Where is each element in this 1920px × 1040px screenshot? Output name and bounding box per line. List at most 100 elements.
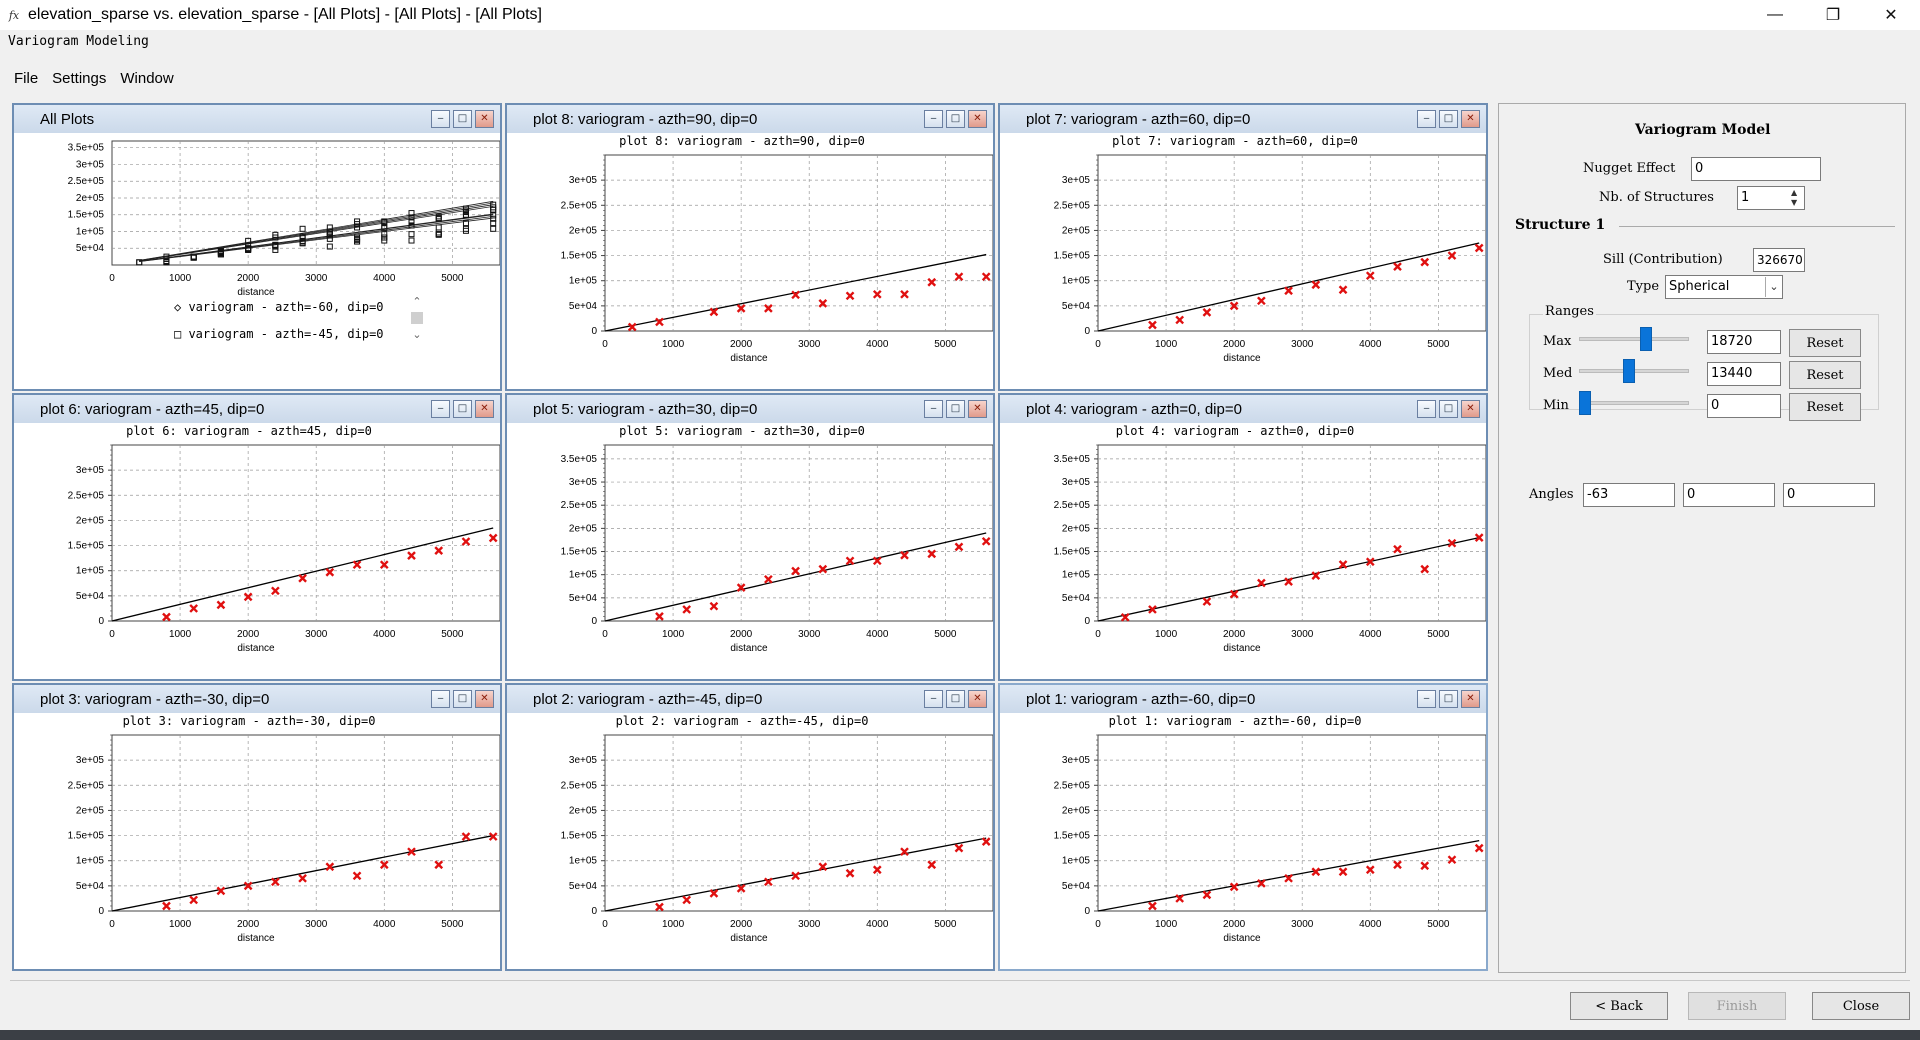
min-slider[interactable]	[1579, 401, 1689, 405]
x-tick-label: 3000	[1291, 339, 1314, 350]
minimize-panel-icon[interactable]: ‒	[1417, 690, 1436, 708]
sill-input[interactable]: 326670	[1753, 248, 1805, 272]
maximize-panel-icon[interactable]: □	[1439, 400, 1458, 418]
max-reset-button[interactable]: Reset	[1789, 329, 1861, 357]
restore-icon[interactable]: ❐	[1825, 7, 1841, 24]
x-tick-label: 1000	[662, 919, 685, 930]
minimize-panel-icon[interactable]: ‒	[1417, 400, 1436, 418]
med-slider-thumb[interactable]	[1623, 359, 1636, 383]
menu-window[interactable]: Window	[120, 70, 174, 87]
min-reset-button[interactable]: Reset	[1789, 393, 1861, 421]
minimize-icon[interactable]: —	[1767, 6, 1783, 23]
panel-header: All Plots ‒ □ ✕	[14, 105, 500, 133]
y-tick-label: 1e+05	[76, 856, 105, 867]
maximize-panel-icon[interactable]: □	[946, 110, 965, 128]
panel-header: plot 7: variogram - azth=60, dip=0 ‒ □ ✕	[1000, 105, 1486, 133]
menu-file[interactable]: File	[14, 70, 39, 87]
max-label: Max	[1543, 334, 1572, 349]
experimental-point	[791, 566, 800, 576]
plot1-panel[interactable]: plot 1: variogram - azth=-60, dip=0 ‒ □ ✕ pl…	[998, 683, 1488, 971]
back-button[interactable]: < Back	[1570, 992, 1668, 1020]
min-range-input[interactable]: 0	[1707, 394, 1781, 418]
x-tick-label: 3000	[1291, 919, 1314, 930]
max-slider[interactable]	[1579, 337, 1689, 341]
type-select[interactable]: Spherical	[1665, 275, 1783, 299]
close-window-icon[interactable]: ✕	[1884, 7, 1898, 24]
experimental-point	[954, 272, 964, 282]
plot-frame	[604, 154, 993, 332]
minimize-panel-icon[interactable]: ‒	[924, 400, 943, 418]
x-tick-label: 4000	[866, 339, 889, 350]
plot4-chart: plot 4: variogram - azth=0, dip=0 0 1000 20…	[1054, 424, 1486, 654]
angle1-input[interactable]: -63	[1583, 483, 1675, 507]
scroll-thumb[interactable]	[411, 312, 423, 324]
close-panel-icon[interactable]: ✕	[475, 110, 494, 128]
finish-button[interactable]: Finish	[1688, 992, 1786, 1020]
angle3-input[interactable]: 0	[1783, 483, 1875, 507]
med-reset-button[interactable]: Reset	[1789, 361, 1861, 389]
chevron-down-icon[interactable]: ⌄	[412, 329, 422, 341]
plot7-panel[interactable]: plot 7: variogram - azth=60, dip=0 ‒ □ ✕ plo…	[998, 103, 1488, 391]
plot4-panel[interactable]: plot 4: variogram - azth=0, dip=0 ‒ □ ✕ plot…	[998, 393, 1488, 681]
close-panel-icon[interactable]: ✕	[968, 110, 987, 128]
maximize-panel-icon[interactable]: □	[1439, 110, 1458, 128]
plot-frame	[1097, 154, 1486, 332]
menu-settings[interactable]: Settings	[52, 70, 107, 87]
plot6-panel[interactable]: plot 6: variogram - azth=45, dip=0 ‒ □ ✕ plo…	[12, 393, 502, 681]
close-panel-icon[interactable]: ✕	[475, 400, 494, 418]
plot5-panel[interactable]: plot 5: variogram - azth=30, dip=0 ‒ □ ✕ plo…	[505, 393, 995, 681]
minimize-panel-icon[interactable]: ‒	[1417, 110, 1436, 128]
maximize-panel-icon[interactable]: □	[453, 690, 472, 708]
minimize-panel-icon[interactable]: ‒	[924, 110, 943, 128]
max-slider-thumb[interactable]	[1639, 327, 1652, 351]
legend-entry: □ variogram - azth=-45, dip=0	[174, 327, 384, 354]
experimental-point	[764, 304, 773, 313]
minimize-panel-icon[interactable]: ‒	[924, 690, 943, 708]
med-range-input[interactable]: 13440	[1707, 362, 1781, 386]
x-axis-label: distance	[237, 643, 275, 654]
experimental-point	[900, 847, 909, 857]
close-panel-icon[interactable]: ✕	[1461, 400, 1480, 418]
nb-structures-spinner[interactable]: 1	[1737, 186, 1805, 210]
spinner-arrows-icon[interactable]: ▲ ▼	[1791, 188, 1798, 207]
minimize-panel-icon[interactable]: ‒	[431, 110, 450, 128]
overlay-point	[354, 221, 361, 228]
experimental-point	[736, 583, 746, 593]
experimental-point	[954, 843, 964, 853]
x-tick-label: 5000	[1427, 629, 1450, 640]
y-tick-label: 0	[1084, 326, 1090, 337]
close-panel-icon[interactable]: ✕	[1461, 110, 1480, 128]
close-panel-icon[interactable]: ✕	[1461, 690, 1480, 708]
minimize-panel-icon[interactable]: ‒	[431, 400, 450, 418]
plot2-panel[interactable]: plot 2: variogram - azth=-45, dip=0 ‒ □ ✕ pl…	[505, 683, 995, 971]
angle2-input[interactable]: 0	[1683, 483, 1775, 507]
x-tick-label: 4000	[373, 273, 396, 284]
y-tick-label: 1.5e+05	[561, 251, 598, 262]
minimize-panel-icon[interactable]: ‒	[431, 690, 450, 708]
close-panel-icon[interactable]: ✕	[968, 690, 987, 708]
y-tick-label: 2.5e+05	[68, 490, 105, 501]
max-range-input[interactable]: 18720	[1707, 330, 1781, 354]
close-button[interactable]: Close	[1812, 992, 1910, 1020]
all-plots-panel[interactable]: All Plots ‒ □ ✕ 0 1000 2000 3000 4000 5000 5e+04 1e…	[12, 103, 502, 391]
experimental-point	[845, 291, 855, 301]
maximize-panel-icon[interactable]: □	[453, 110, 472, 128]
experimental-point	[1311, 280, 1321, 290]
close-panel-icon[interactable]: ✕	[968, 400, 987, 418]
maximize-panel-icon[interactable]: □	[946, 400, 965, 418]
plot8-panel[interactable]: plot 8: variogram - azth=90, dip=0 ‒ □ ✕ plo…	[505, 103, 995, 391]
plot8-chart: plot 8: variogram - azth=90, dip=0 0 1000 2…	[561, 134, 993, 364]
min-slider-thumb[interactable]	[1579, 391, 1591, 415]
maximize-panel-icon[interactable]: □	[453, 400, 472, 418]
close-panel-icon[interactable]: ✕	[475, 690, 494, 708]
x-tick-label: 2000	[237, 273, 260, 284]
y-tick-label: 1e+05	[569, 856, 598, 867]
maximize-panel-icon[interactable]: □	[1439, 690, 1458, 708]
legend-scrollbar[interactable]: ⌃ ⌄	[410, 295, 424, 351]
y-tick-label: 5e+04	[76, 881, 105, 892]
maximize-panel-icon[interactable]: □	[946, 690, 965, 708]
chevron-up-icon[interactable]: ⌃	[412, 296, 422, 308]
chevron-down-icon[interactable]: ⌄	[1765, 277, 1782, 297]
nugget-input[interactable]: 0	[1691, 157, 1821, 181]
plot3-panel[interactable]: plot 3: variogram - azth=-30, dip=0 ‒ □ ✕ pl…	[12, 683, 502, 971]
